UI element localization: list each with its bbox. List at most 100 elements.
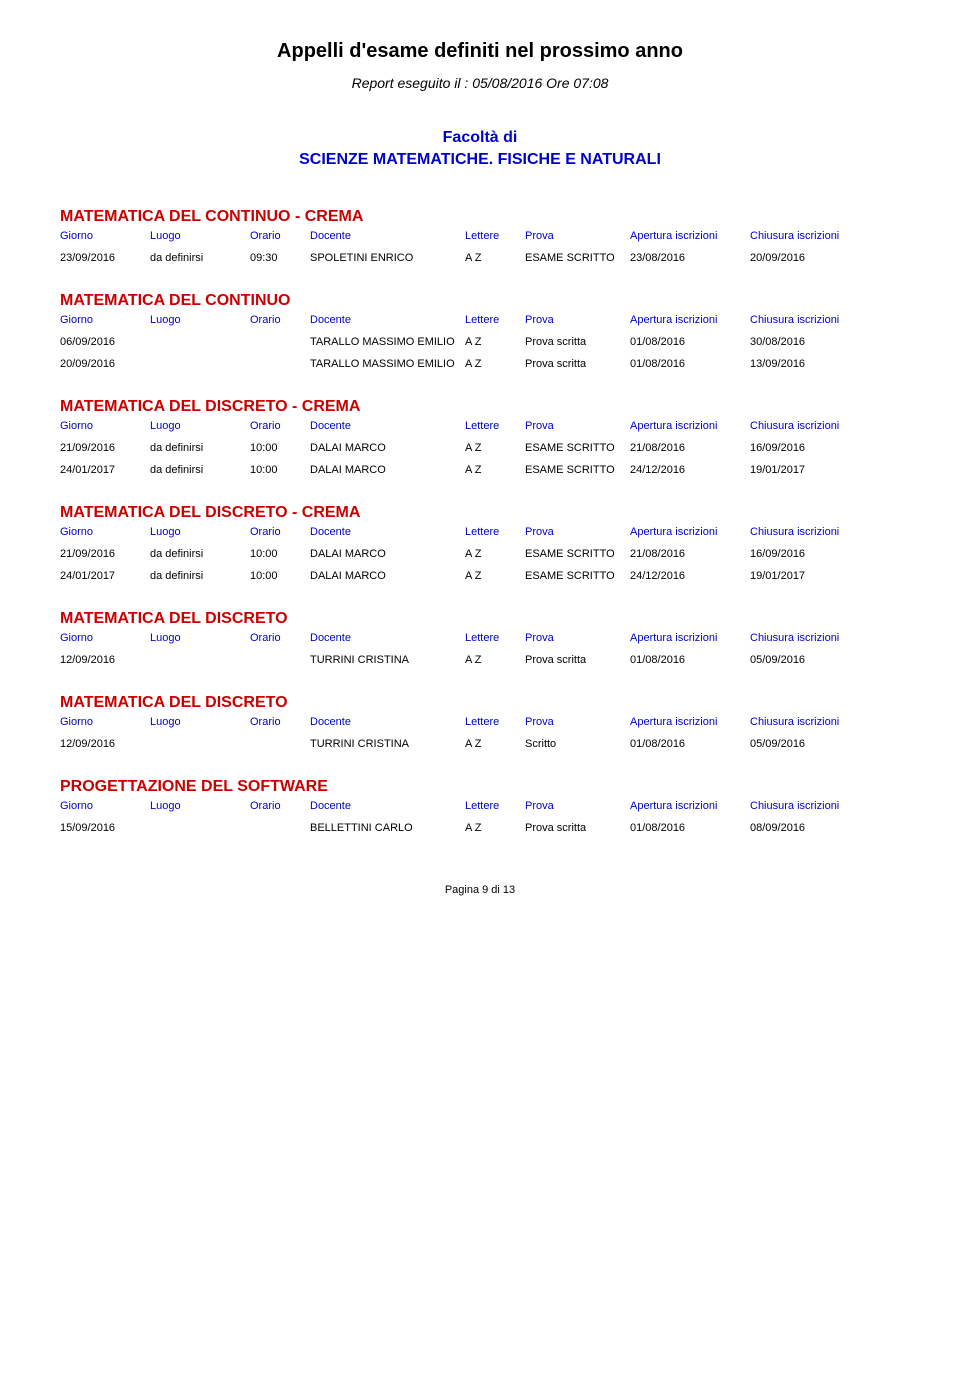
cell-docente: DALAI MARCO (310, 442, 465, 454)
column-header-row: GiornoLuogoOrarioDocenteLettereProvaAper… (60, 526, 900, 538)
cell-giorno: 15/09/2016 (60, 822, 150, 834)
section-title: MATEMATICA DEL DISCRETO - CREMA (60, 504, 900, 522)
cell-prova: Scritto (525, 738, 630, 750)
col-header-apertura: Apertura iscrizioni (630, 314, 750, 326)
cell-prova: Prova scritta (525, 654, 630, 666)
cell-giorno: 12/09/2016 (60, 738, 150, 750)
report-subtitle: Report eseguito il : 05/08/2016 Ore 07:0… (60, 75, 900, 91)
col-header-docente: Docente (310, 800, 465, 812)
cell-apertura: 21/08/2016 (630, 442, 750, 454)
cell-docente: DALAI MARCO (310, 548, 465, 560)
col-header-prova: Prova (525, 716, 630, 728)
col-header-prova: Prova (525, 632, 630, 644)
col-header-prova: Prova (525, 800, 630, 812)
cell-docente: TARALLO MASSIMO EMILIO (310, 358, 465, 370)
cell-apertura: 01/08/2016 (630, 336, 750, 348)
cell-orario: 10:00 (250, 570, 310, 582)
col-header-prova: Prova (525, 420, 630, 432)
page-title: Appelli d'esame definiti nel prossimo an… (60, 40, 900, 63)
cell-chiusura: 30/08/2016 (750, 336, 870, 348)
cell-apertura: 23/08/2016 (630, 252, 750, 264)
col-header-giorno: Giorno (60, 314, 150, 326)
cell-prova: ESAME SCRITTO (525, 464, 630, 476)
col-header-chiusura: Chiusura iscrizioni (750, 314, 870, 326)
col-header-luogo: Luogo (150, 800, 250, 812)
col-header-lettere: Lettere (465, 632, 525, 644)
section-title: MATEMATICA DEL CONTINUO - CREMA (60, 208, 900, 226)
col-header-orario: Orario (250, 230, 310, 242)
cell-docente: DALAI MARCO (310, 570, 465, 582)
col-header-lettere: Lettere (465, 230, 525, 242)
cell-docente: SPOLETINI ENRICO (310, 252, 465, 264)
column-header-row: GiornoLuogoOrarioDocenteLettereProvaAper… (60, 230, 900, 242)
col-header-luogo: Luogo (150, 420, 250, 432)
col-header-giorno: Giorno (60, 526, 150, 538)
cell-chiusura: 20/09/2016 (750, 252, 870, 264)
column-header-row: GiornoLuogoOrarioDocenteLettereProvaAper… (60, 800, 900, 812)
cell-lettere: A Z (465, 252, 525, 264)
col-header-chiusura: Chiusura iscrizioni (750, 632, 870, 644)
col-header-giorno: Giorno (60, 420, 150, 432)
table-row: 06/09/2016TARALLO MASSIMO EMILIOA ZProva… (60, 336, 900, 348)
col-header-giorno: Giorno (60, 230, 150, 242)
cell-prova: Prova scritta (525, 336, 630, 348)
column-header-row: GiornoLuogoOrarioDocenteLettereProvaAper… (60, 632, 900, 644)
col-header-luogo: Luogo (150, 632, 250, 644)
col-header-orario: Orario (250, 314, 310, 326)
cell-orario: 09:30 (250, 252, 310, 264)
cell-luogo: da definirsi (150, 548, 250, 560)
page-footer: Pagina 9 di 13 (60, 884, 900, 896)
col-header-docente: Docente (310, 230, 465, 242)
cell-lettere: A Z (465, 464, 525, 476)
cell-prova: Prova scritta (525, 822, 630, 834)
cell-chiusura: 19/01/2017 (750, 570, 870, 582)
cell-lettere: A Z (465, 336, 525, 348)
cell-orario: 10:00 (250, 548, 310, 560)
cell-docente: DALAI MARCO (310, 464, 465, 476)
cell-docente: TARALLO MASSIMO EMILIO (310, 336, 465, 348)
col-header-chiusura: Chiusura iscrizioni (750, 526, 870, 538)
faculty-heading: Facoltà di SCIENZE MATEMATICHE. FISICHE … (60, 127, 900, 172)
col-header-apertura: Apertura iscrizioni (630, 230, 750, 242)
col-header-orario: Orario (250, 420, 310, 432)
cell-chiusura: 08/09/2016 (750, 822, 870, 834)
cell-luogo: da definirsi (150, 464, 250, 476)
col-header-docente: Docente (310, 716, 465, 728)
col-header-orario: Orario (250, 526, 310, 538)
col-header-apertura: Apertura iscrizioni (630, 420, 750, 432)
cell-lettere: A Z (465, 358, 525, 370)
table-row: 23/09/2016da definirsi09:30SPOLETINI ENR… (60, 252, 900, 264)
col-header-luogo: Luogo (150, 230, 250, 242)
col-header-luogo: Luogo (150, 716, 250, 728)
col-header-lettere: Lettere (465, 314, 525, 326)
cell-chiusura: 05/09/2016 (750, 654, 870, 666)
cell-apertura: 24/12/2016 (630, 464, 750, 476)
cell-chiusura: 16/09/2016 (750, 442, 870, 454)
section-title: MATEMATICA DEL DISCRETO (60, 694, 900, 712)
cell-prova: Prova scritta (525, 358, 630, 370)
col-header-luogo: Luogo (150, 314, 250, 326)
col-header-orario: Orario (250, 632, 310, 644)
col-header-docente: Docente (310, 632, 465, 644)
cell-prova: ESAME SCRITTO (525, 252, 630, 264)
cell-lettere: A Z (465, 442, 525, 454)
faculty-line1: Facoltà di (443, 129, 518, 146)
column-header-row: GiornoLuogoOrarioDocenteLettereProvaAper… (60, 716, 900, 728)
col-header-apertura: Apertura iscrizioni (630, 800, 750, 812)
col-header-lettere: Lettere (465, 800, 525, 812)
col-header-chiusura: Chiusura iscrizioni (750, 230, 870, 242)
cell-apertura: 01/08/2016 (630, 358, 750, 370)
col-header-giorno: Giorno (60, 800, 150, 812)
cell-chiusura: 05/09/2016 (750, 738, 870, 750)
col-header-giorno: Giorno (60, 716, 150, 728)
section-title: MATEMATICA DEL DISCRETO - CREMA (60, 398, 900, 416)
cell-orario: 10:00 (250, 442, 310, 454)
table-row: 21/09/2016da definirsi10:00DALAI MARCOA … (60, 442, 900, 454)
cell-giorno: 23/09/2016 (60, 252, 150, 264)
column-header-row: GiornoLuogoOrarioDocenteLettereProvaAper… (60, 314, 900, 326)
col-header-lettere: Lettere (465, 716, 525, 728)
col-header-apertura: Apertura iscrizioni (630, 632, 750, 644)
col-header-apertura: Apertura iscrizioni (630, 716, 750, 728)
col-header-orario: Orario (250, 716, 310, 728)
col-header-luogo: Luogo (150, 526, 250, 538)
